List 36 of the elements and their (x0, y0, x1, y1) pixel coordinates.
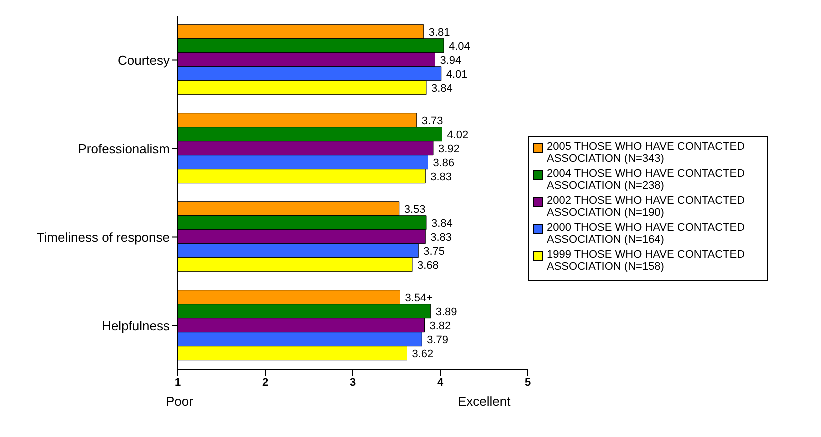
y-tick-label: Courtesy (118, 52, 170, 68)
text: Poor (166, 394, 194, 409)
data-label: 4.01 (446, 68, 468, 81)
data-label: 3.75 (424, 246, 446, 258)
text: Excellent (458, 394, 511, 409)
legend-label: 2002 THOSE WHO HAVE CONTACTED ASSOCIATION (N=190) (547, 194, 746, 218)
data-label: 3.62 (412, 348, 434, 360)
data-label: 4.02 (447, 129, 469, 142)
data-label: 3.79 (427, 334, 449, 346)
x-tick-label: 3 (350, 376, 356, 389)
legend-label: 1999 THOSE WHO HAVE CONTACTED ASSOCIATION (N=158) (547, 248, 746, 272)
data-label: 3.83 (430, 232, 452, 244)
legend-label: 2005 THOSE WHO HAVE CONTACTED ASSOCIATION (N=343) (547, 140, 746, 164)
data-label: 3.83 (430, 171, 452, 184)
data-label: 3.68 (418, 260, 439, 272)
data-label: 3.81 (428, 26, 450, 39)
data-label: 3.92 (438, 143, 460, 156)
y-tick-label: Professionalism (78, 141, 170, 156)
data-label: 3.82 (430, 320, 452, 332)
data-label: 3.84 (432, 82, 453, 95)
data-label: 3.94 (440, 54, 462, 67)
data-label: 3.89 (436, 306, 458, 318)
data-label: 3.86 (433, 157, 455, 170)
x-tick-label: 5 (524, 376, 532, 389)
data-label: 3.73 (422, 115, 444, 128)
data-label: 3.53 (404, 204, 426, 216)
data-label: 4.04 (449, 40, 470, 53)
y-tick-label: Helpfulness (102, 318, 170, 334)
data-label: 3.84 (432, 218, 453, 230)
x-tick-label: 4 (437, 376, 444, 389)
legend-label: 2000 THOSE WHO HAVE CONTACTED ASSOCIATION (N=164) (547, 222, 746, 246)
legend-label: 2004 THOSE WHO HAVE CONTACTED ASSOCIATION (N=238) (547, 168, 746, 192)
x-tick-label: 1 (174, 376, 182, 389)
x-tick-label: 2 (262, 376, 269, 389)
y-tick-label: Timeliness of response (36, 230, 170, 245)
data-label: 3.54+ (405, 292, 434, 304)
